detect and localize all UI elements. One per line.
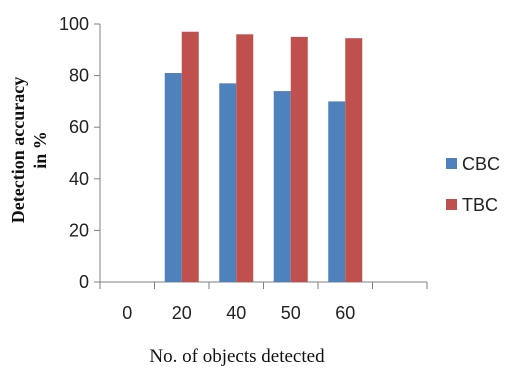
bar-tbc-60 xyxy=(345,38,363,282)
bar-tbc-50 xyxy=(290,36,308,283)
legend-label-tbc: TBC xyxy=(462,195,498,215)
x-tick-label: 40 xyxy=(226,303,246,323)
y-tick-label: 20 xyxy=(69,220,89,240)
legend-label-cbc: CBC xyxy=(462,154,500,174)
x-tick-label: 50 xyxy=(281,303,301,323)
plot-area: 0 20 40 60 80 100 0 20 40 50 60 xyxy=(59,14,428,323)
y-axis-label-line-2: in % xyxy=(30,131,50,169)
bar-cbc-60 xyxy=(328,101,346,283)
legend: CBC TBC xyxy=(446,154,500,215)
y-tick-label: 100 xyxy=(59,14,89,34)
bar-cbc-40 xyxy=(219,83,237,282)
bar-tbc-40 xyxy=(236,34,254,282)
y-axis-label-line-1: Detection accuracy xyxy=(8,77,28,223)
x-tick-label: 20 xyxy=(172,303,192,323)
legend-swatch-tbc xyxy=(446,199,457,210)
x-axis-label: No. of objects detected xyxy=(149,346,325,367)
y-tick-label: 40 xyxy=(69,169,89,189)
bar-cbc-50 xyxy=(273,91,291,282)
x-tick-label: 0 xyxy=(122,303,132,323)
bar-cbc-20 xyxy=(164,73,182,283)
bar-tbc-20 xyxy=(181,31,199,282)
x-tick-label: 60 xyxy=(335,303,355,323)
legend-swatch-cbc xyxy=(446,158,457,169)
y-tick-label: 60 xyxy=(69,117,89,137)
y-tick-label: 0 xyxy=(79,272,89,292)
y-tick-label: 80 xyxy=(69,66,89,86)
